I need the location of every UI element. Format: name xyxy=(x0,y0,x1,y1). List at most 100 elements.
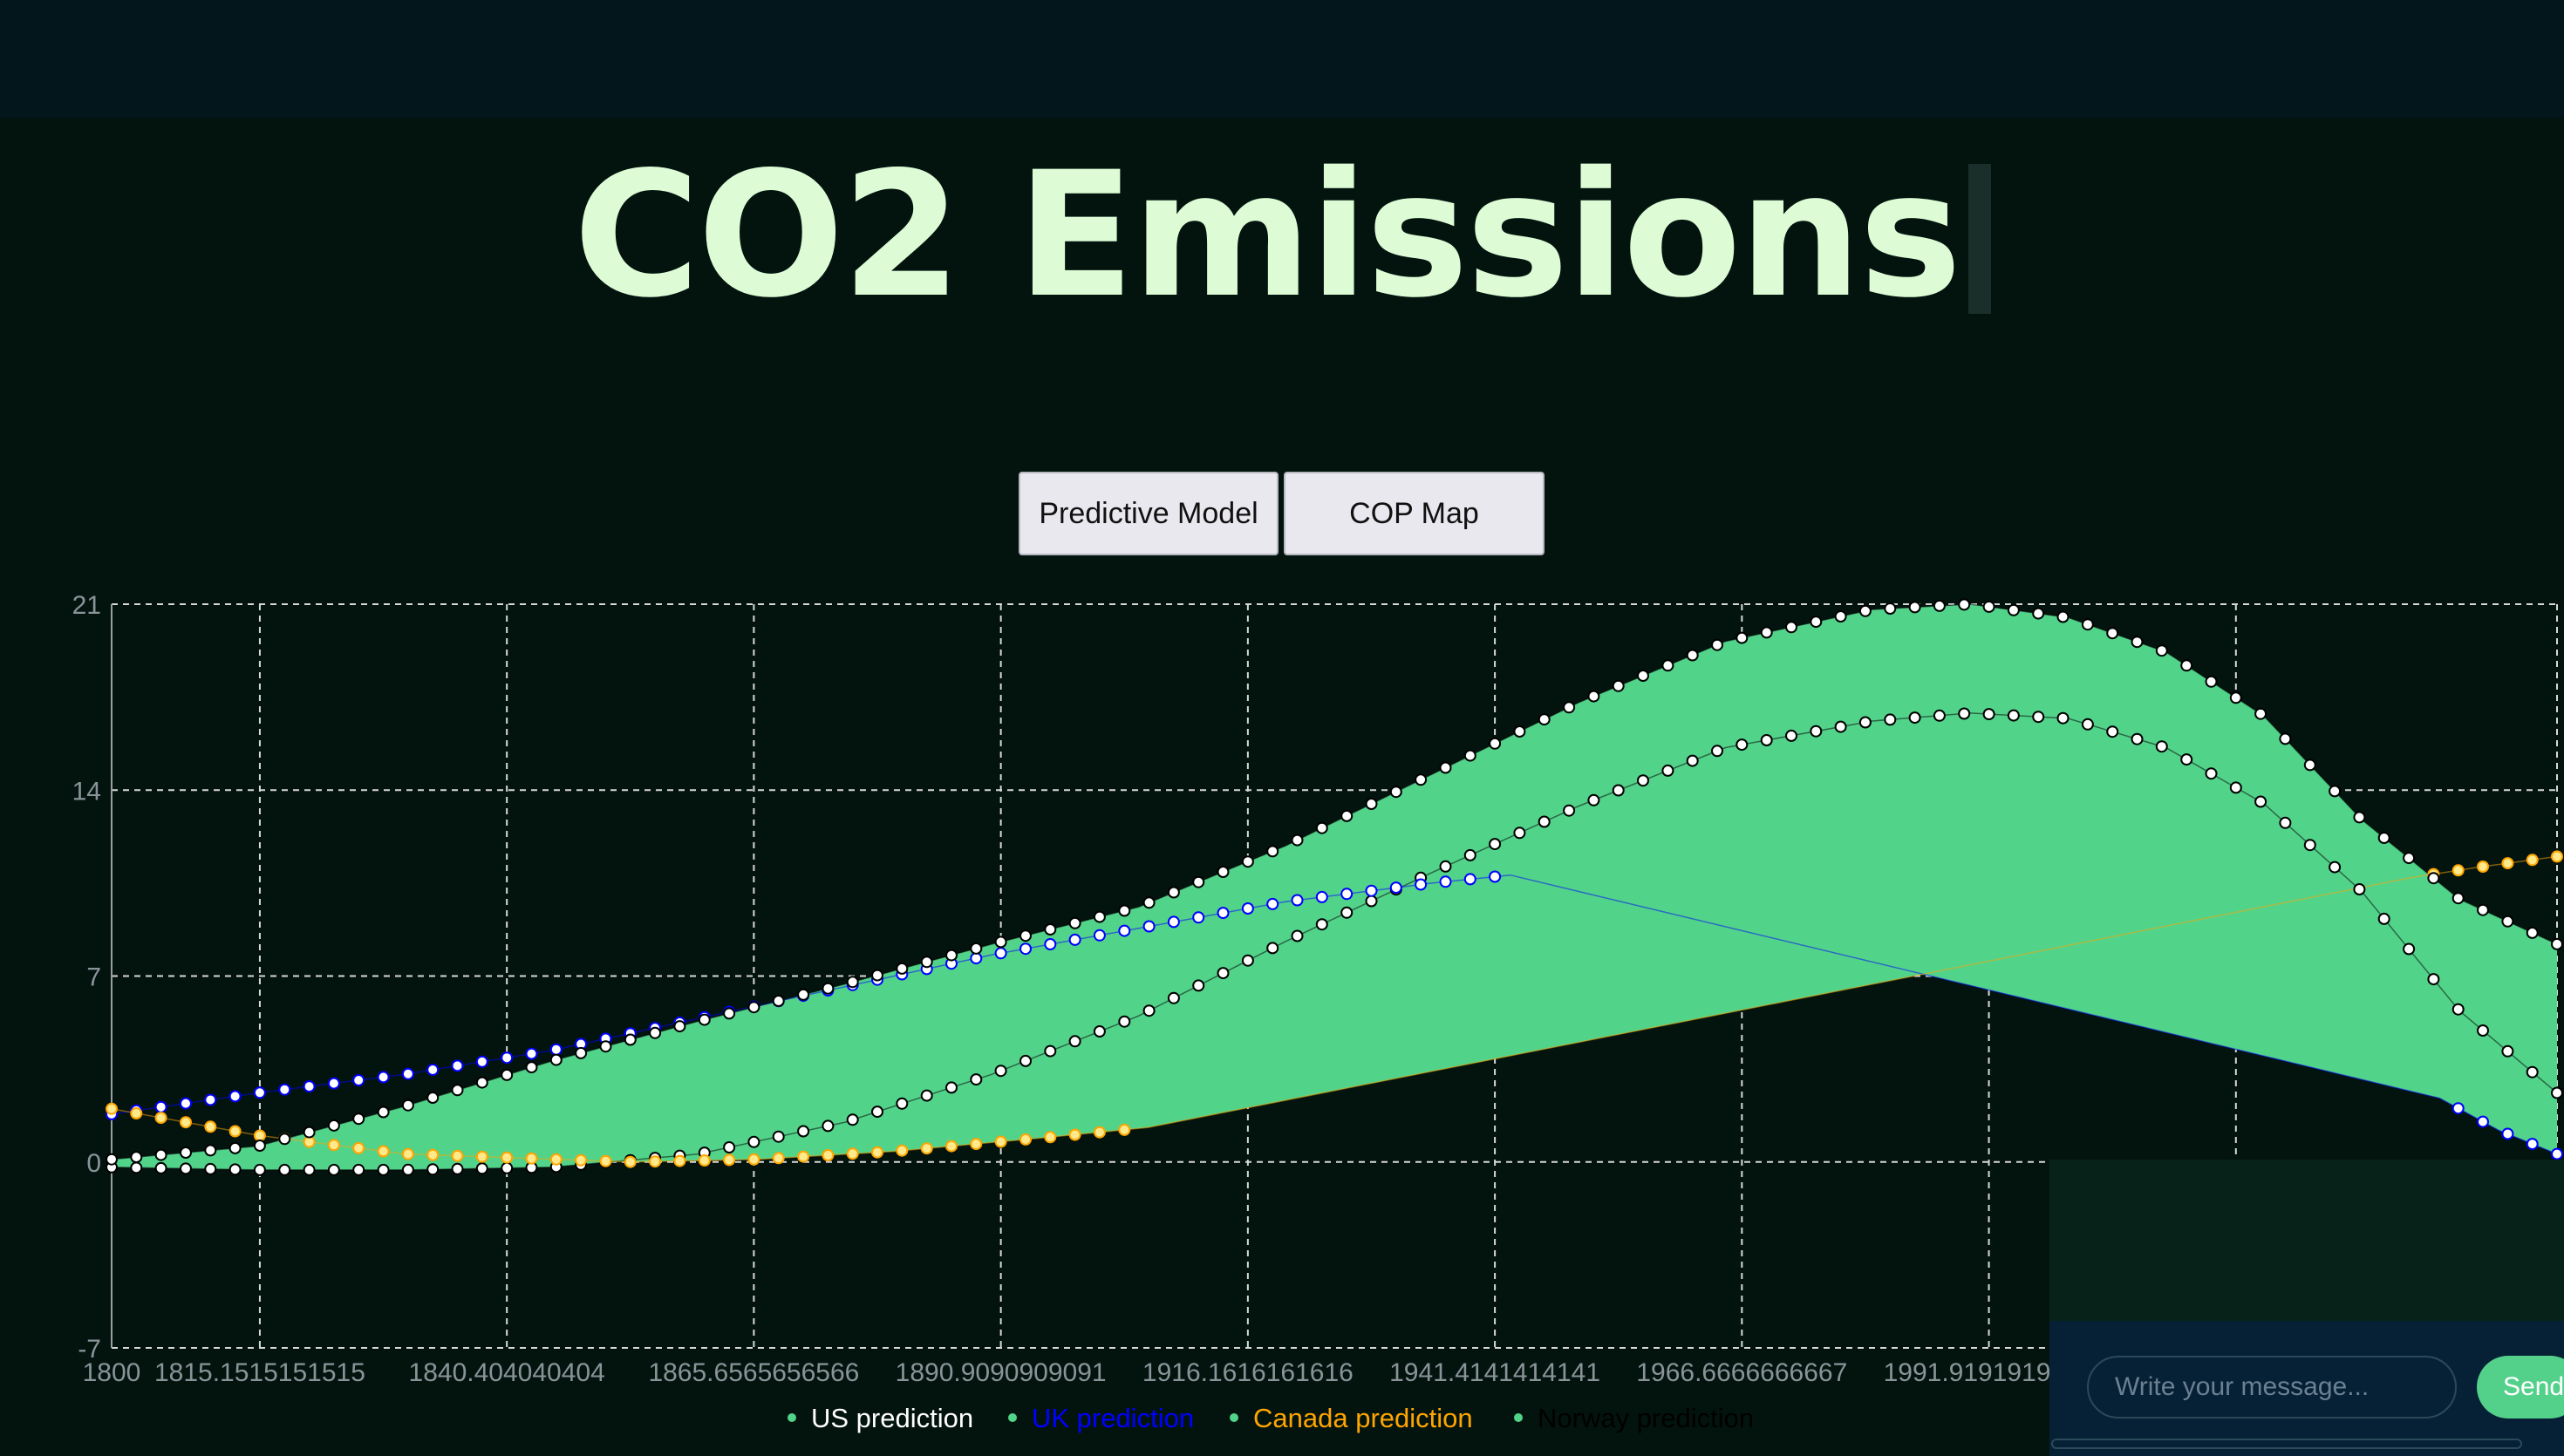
canada-prediction-point xyxy=(2526,854,2539,867)
norway-prediction-point xyxy=(1563,701,1576,714)
uk-prediction-point xyxy=(154,1100,167,1113)
norway-prediction-point xyxy=(1810,616,1823,629)
norway-prediction-point xyxy=(1489,737,1502,750)
canada-prediction-point xyxy=(180,1116,192,1129)
norway-prediction-point xyxy=(822,982,835,995)
us-prediction-point xyxy=(1858,716,1872,729)
us-prediction-point xyxy=(1686,754,1699,767)
norway-prediction-point xyxy=(747,1001,760,1014)
norway-prediction-point xyxy=(920,956,933,969)
norway-prediction-point xyxy=(649,1026,662,1039)
send-button[interactable]: Send xyxy=(2477,1356,2564,1419)
predictive-model-button[interactable]: Predictive Model xyxy=(1019,472,1279,555)
norway-prediction-point xyxy=(2106,627,2119,640)
us-prediction-point xyxy=(2329,861,2342,874)
canada-prediction-point xyxy=(2451,864,2465,877)
us-prediction-point xyxy=(896,1097,909,1110)
norway-prediction-point xyxy=(673,1020,686,1033)
norway-prediction-point xyxy=(2377,832,2390,844)
norway-prediction-point xyxy=(1365,798,1378,810)
canada-prediction-point xyxy=(106,1102,118,1115)
norway-prediction-point xyxy=(501,1068,514,1081)
uk-prediction-point xyxy=(1142,920,1156,933)
us-prediction-point xyxy=(327,1163,340,1176)
us-prediction-point xyxy=(970,1073,983,1086)
chat-scrollbar[interactable] xyxy=(2051,1439,2522,1449)
canada-prediction-point xyxy=(204,1120,217,1133)
norway-prediction-point xyxy=(896,962,909,975)
norway-prediction-point xyxy=(549,1053,563,1066)
us-prediction-point xyxy=(797,1125,810,1138)
us-prediction-point xyxy=(1463,848,1476,861)
norway-prediction-point xyxy=(1019,929,1032,942)
us-prediction-point xyxy=(1241,954,1254,967)
us-prediction-point xyxy=(2403,942,2416,956)
norway-prediction-point xyxy=(1415,773,1428,786)
uk-prediction-point xyxy=(352,1074,365,1086)
us-prediction-point xyxy=(2155,740,2168,753)
cop-map-button[interactable]: COP Map xyxy=(1284,472,1545,555)
norway-prediction-point xyxy=(2155,644,2168,657)
norway-prediction-point xyxy=(1661,659,1674,672)
us-prediction-point xyxy=(1192,979,1205,992)
us-prediction-point xyxy=(1365,895,1378,908)
x-tick-label: 1941.4141414141 xyxy=(1389,1358,1600,1387)
y-axis-ticks: 21 14 7 0 -7 xyxy=(72,591,101,1364)
canada-prediction-point xyxy=(1068,1128,1081,1141)
norway-prediction-point xyxy=(1439,761,1452,774)
canada-prediction-point xyxy=(673,1154,686,1167)
chart-area-fill xyxy=(112,604,2557,1170)
chat-widget: Send xyxy=(2049,1160,2564,1456)
uk-prediction-point xyxy=(2477,1115,2489,1128)
us-prediction-point xyxy=(1612,784,1625,797)
us-prediction-point xyxy=(723,1141,736,1153)
canada-prediction-point xyxy=(896,1144,909,1157)
uk-prediction-point xyxy=(1291,894,1304,907)
norway-prediction-point xyxy=(970,942,983,955)
us-prediction-point xyxy=(1982,708,1995,721)
canada-prediction-point xyxy=(154,1112,167,1125)
norway-prediction-point xyxy=(475,1076,488,1089)
us-prediction-point xyxy=(352,1163,365,1176)
us-prediction-point xyxy=(747,1135,760,1148)
norway-prediction-point xyxy=(2501,915,2514,928)
uk-prediction-point xyxy=(1463,873,1476,886)
us-prediction-point xyxy=(278,1163,291,1176)
canada-prediction-point xyxy=(475,1150,488,1163)
us-prediction-point xyxy=(2056,711,2070,725)
norway-prediction-point xyxy=(2180,659,2193,672)
norway-prediction-point xyxy=(575,1046,588,1059)
norway-prediction-point xyxy=(253,1140,266,1152)
us-prediction-point xyxy=(2477,1024,2489,1037)
uk-prediction-point xyxy=(2551,1147,2563,1160)
norway-prediction-point xyxy=(451,1084,464,1097)
canada-prediction-point xyxy=(945,1140,958,1153)
norway-prediction-point xyxy=(303,1126,316,1139)
uk-prediction-point xyxy=(1068,933,1081,946)
x-tick-label: 1815.1515151515 xyxy=(154,1358,365,1387)
norway-prediction-point xyxy=(1686,649,1699,662)
norway-prediction-point xyxy=(1167,886,1180,899)
us-prediction-point xyxy=(204,1162,217,1175)
canada-prediction-point xyxy=(451,1149,464,1162)
norway-prediction-point xyxy=(2477,903,2489,916)
norway-prediction-point xyxy=(2205,675,2218,688)
chat-message-input[interactable] xyxy=(2087,1356,2457,1419)
uk-prediction-point xyxy=(1093,929,1106,942)
uk-prediction-point xyxy=(1241,902,1254,915)
norway-prediction-point xyxy=(1266,845,1279,858)
norway-prediction-point xyxy=(377,1106,390,1119)
norway-prediction-point xyxy=(1612,679,1625,692)
norway-prediction-legend-label: Norway prediction xyxy=(1538,1403,1754,1433)
canada-prediction-point xyxy=(994,1135,1007,1148)
us-prediction-point xyxy=(1785,729,1797,742)
canada-prediction-point xyxy=(822,1149,835,1161)
norway-prediction-point xyxy=(2403,852,2416,865)
us-prediction-point xyxy=(426,1163,440,1176)
norway-prediction-point xyxy=(2353,811,2366,824)
us-prediction-legend-label: US prediction xyxy=(811,1403,973,1433)
us-prediction-point xyxy=(1142,1004,1156,1017)
canada-prediction-point xyxy=(426,1148,440,1161)
norway-prediction-point xyxy=(1389,786,1402,799)
us-prediction-point xyxy=(2131,732,2144,745)
